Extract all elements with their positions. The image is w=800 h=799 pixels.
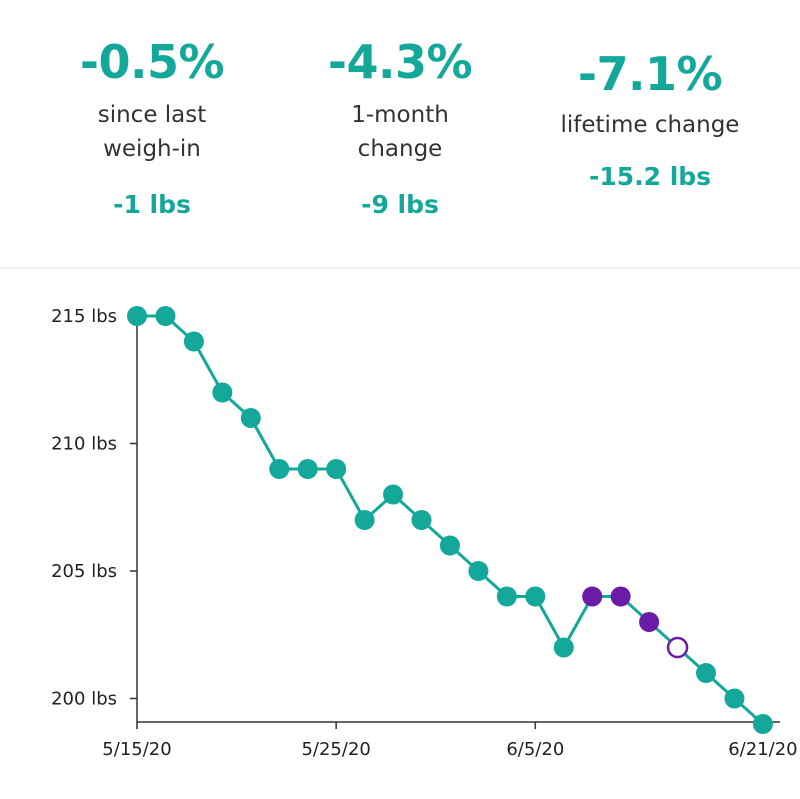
stat-label-line: 1-month [351, 102, 449, 128]
stat-label-line: since last [97, 102, 207, 128]
chart-ticks: 215 lbs 210 lbs 205 lbs 200 lbs 5/15/20 5/25/… [51, 306, 797, 760]
data-point [383, 484, 404, 505]
stat-label-line: change [357, 136, 443, 162]
data-point [639, 612, 660, 632]
data-point [752, 714, 773, 734]
data-point [496, 586, 517, 607]
data-point [183, 331, 204, 352]
stat-lifetime-change: -7.1% lifetime change -15.2 lbs [520, 48, 780, 192]
y-tick-label: 215 lbs [51, 306, 117, 327]
data-point [411, 510, 432, 530]
data-point [696, 663, 716, 683]
stat-label-line: weigh-in [103, 136, 201, 162]
stat-since-last-weigh-in: -0.5% since last weigh-in -1 lbs [52, 36, 252, 220]
x-tick-label: 6/5/20 [506, 739, 564, 760]
stat-label: since last weigh-in [52, 98, 252, 166]
data-point [468, 561, 489, 581]
stat-lbs-change: -15.2 lbs [588, 162, 712, 191]
data-point [269, 459, 290, 479]
data-point [666, 636, 689, 659]
stat-label: lifetime change [520, 108, 780, 142]
section-divider [0, 267, 800, 269]
stat-label: 1-month change [300, 98, 500, 166]
x-tick-label: 6/21/20 [728, 739, 797, 760]
stats-summary: -0.5% since last weigh-in -1 lbs -4.3% 1… [0, 0, 800, 268]
stat-percent: -0.5% [79, 35, 225, 89]
chart-axes [136, 310, 780, 723]
data-point [127, 306, 147, 326]
data-point [553, 637, 574, 658]
data-point [240, 408, 261, 428]
x-tick-label: 5/25/20 [301, 739, 370, 760]
data-point [326, 459, 347, 479]
data-point [724, 688, 745, 709]
stat-1-month-change: -4.3% 1-month change -9 lbs [300, 36, 500, 220]
data-point [525, 586, 546, 607]
y-tick-label: 205 lbs [51, 561, 117, 582]
y-tick-label: 210 lbs [51, 434, 117, 455]
stat-lbs-change: -1 lbs [113, 190, 191, 219]
data-point [439, 535, 460, 556]
data-point [354, 510, 375, 530]
data-point [610, 586, 631, 607]
data-point [582, 586, 603, 607]
chart-series [127, 306, 773, 734]
stat-percent: -7.1% [577, 47, 723, 101]
stat-percent: -4.3% [327, 35, 473, 89]
weight-line-chart: 215 lbs 210 lbs 205 lbs 200 lbs 5/15/20 5/25/… [51, 306, 798, 760]
y-tick-label: 200 lbs [51, 689, 117, 710]
stat-label-line: lifetime change [560, 112, 740, 138]
x-tick-label: 5/15/20 [102, 739, 171, 760]
stat-lbs-change: -9 lbs [361, 190, 439, 219]
data-point [155, 306, 176, 326]
data-point [297, 459, 318, 479]
data-point [212, 382, 233, 403]
